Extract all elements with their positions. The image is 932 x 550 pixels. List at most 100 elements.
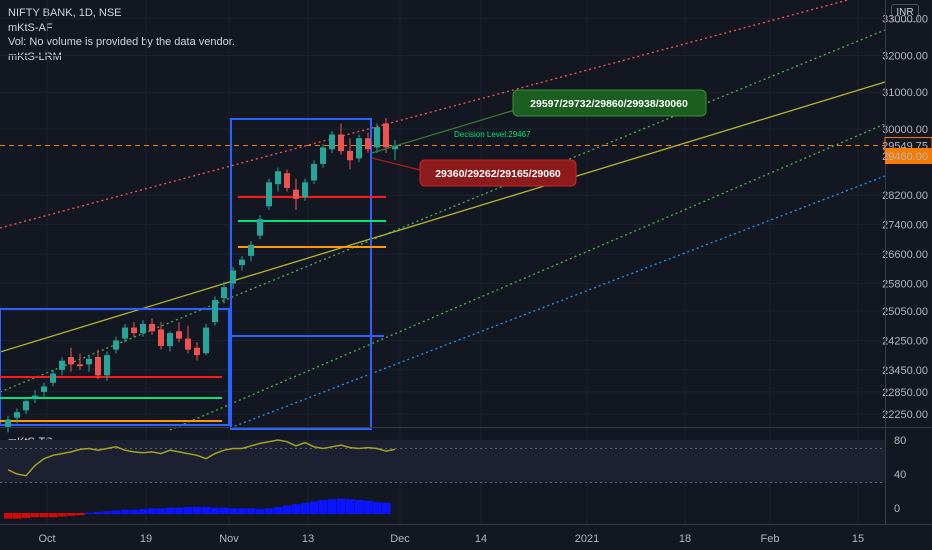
- histogram-bar: [58, 513, 67, 517]
- price-tick-label: 27400.00: [882, 220, 928, 232]
- candle-body: [293, 189, 299, 199]
- candle-body: [68, 357, 74, 365]
- candle-body: [374, 127, 380, 148]
- histogram-bar: [229, 508, 238, 514]
- osc-tick-label: 0: [894, 503, 900, 515]
- price-tick-label: 30000.00: [882, 124, 928, 136]
- osc-tick-label: 80: [894, 435, 906, 447]
- candle-body: [5, 419, 11, 427]
- candle-body: [266, 182, 272, 207]
- indicator-af-label[interactable]: mKtS-AF: [8, 21, 53, 34]
- histogram-bar: [94, 511, 103, 514]
- chart-legend: NIFTY BANK, 1D, NSE mKtS-AF Vol: No volu…: [8, 6, 235, 64]
- time-tick-label: 19: [140, 533, 152, 545]
- price-tick-label: 24250.00: [882, 335, 928, 347]
- candle-body: [104, 355, 110, 376]
- candle-body: [203, 327, 209, 354]
- candle-body: [194, 347, 200, 356]
- candle-body: [365, 138, 371, 150]
- candle-body: [302, 182, 308, 198]
- price-tick-label: 25050.00: [882, 306, 928, 318]
- histogram-bar: [139, 509, 148, 514]
- candle-body: [311, 163, 317, 181]
- histogram-bar: [193, 507, 202, 514]
- histogram-bar: [337, 498, 346, 514]
- candle-body: [149, 323, 155, 332]
- histogram-bar: [85, 512, 94, 514]
- price-tick-label: 22250.00: [882, 409, 928, 421]
- currency-badge[interactable]: INR: [891, 4, 919, 22]
- candle-body: [212, 300, 218, 323]
- price-tick-label: 25800.00: [882, 278, 928, 290]
- candle-body: [347, 151, 353, 161]
- candle-body: [275, 171, 281, 185]
- candle-body: [248, 244, 254, 256]
- histogram-bar: [4, 513, 13, 519]
- range-box-1: [0, 308, 230, 426]
- last-close-badge-bg: [885, 148, 932, 164]
- price-tick-label: 23450.00: [882, 365, 928, 377]
- decision-level-label: Decision Level:29467: [454, 130, 531, 139]
- histogram-bar: [103, 511, 112, 514]
- overlays: [0, 0, 886, 431]
- histogram-bar: [346, 499, 355, 514]
- price-tick-label: 32000.00: [882, 50, 928, 62]
- candle-body: [257, 219, 263, 236]
- price-tick-label: 28200.00: [882, 190, 928, 202]
- histogram-bar: [382, 502, 391, 514]
- histogram-bar: [247, 508, 256, 514]
- histogram-bar: [76, 513, 85, 516]
- time-tick-label: 13: [302, 533, 314, 545]
- histogram-bar: [211, 507, 220, 514]
- resistance-targets-text: 29597/29732/29860/29938/30060: [530, 98, 688, 110]
- resistance-callout-pointer: [371, 109, 516, 154]
- candle-body: [320, 147, 326, 164]
- ts-line: [7, 439, 396, 477]
- volume-note: Vol: No volume is provided by the data v…: [8, 36, 235, 48]
- candle-body: [230, 270, 236, 284]
- candle-body: [158, 329, 164, 346]
- grid: [0, 0, 885, 524]
- time-tick-label: Dec: [390, 533, 410, 545]
- histogram-bar: [202, 507, 211, 514]
- candle-body: [167, 333, 173, 346]
- time-tick-label: Feb: [761, 533, 780, 545]
- candles: [5, 117, 398, 433]
- price-tick-label: 26600.00: [882, 249, 928, 261]
- histogram-bar: [292, 504, 301, 514]
- histogram-bar: [238, 508, 247, 514]
- upper-channel-inner: [0, 29, 886, 393]
- time-tick-label: Oct: [38, 533, 55, 545]
- candle-body: [122, 327, 128, 339]
- callouts: Decision Level:29467 29597/29732/29860/29…: [371, 89, 707, 187]
- histogram-bar: [157, 508, 166, 514]
- support-targets-text: 29360/29262/29165/29060: [435, 168, 561, 180]
- histogram-bar: [121, 509, 130, 514]
- time-tick-label: 15: [852, 533, 864, 545]
- candle-body: [185, 338, 191, 350]
- candle-body: [131, 327, 137, 334]
- histogram-bar: [364, 500, 373, 514]
- time-tick-label: 14: [475, 533, 487, 545]
- candle-body: [284, 173, 290, 188]
- oscillator-pane: 80 40 0: [0, 435, 906, 519]
- indicator-lrm-label[interactable]: mKtS-LRM: [8, 50, 62, 63]
- histogram-bar: [283, 505, 292, 514]
- candle-body: [239, 259, 245, 266]
- histogram-bar: [328, 499, 337, 514]
- time-tick-label: 18: [679, 533, 691, 545]
- symbol-title[interactable]: NIFTY BANK, 1D, NSE: [8, 7, 122, 19]
- histogram-bar: [310, 501, 319, 514]
- last-close-badge: 29460.00: [882, 148, 932, 164]
- support-callout-pointer: [371, 157, 421, 171]
- histogram-bar: [274, 507, 283, 514]
- osc-tick-label: 40: [894, 469, 906, 481]
- candle-body: [23, 401, 29, 411]
- price-tick-label: 22850.00: [882, 387, 928, 399]
- candle-body: [32, 395, 38, 398]
- candle-body: [41, 386, 47, 392]
- last-close-value: 29460.00: [882, 151, 928, 163]
- candle-body: [86, 358, 92, 365]
